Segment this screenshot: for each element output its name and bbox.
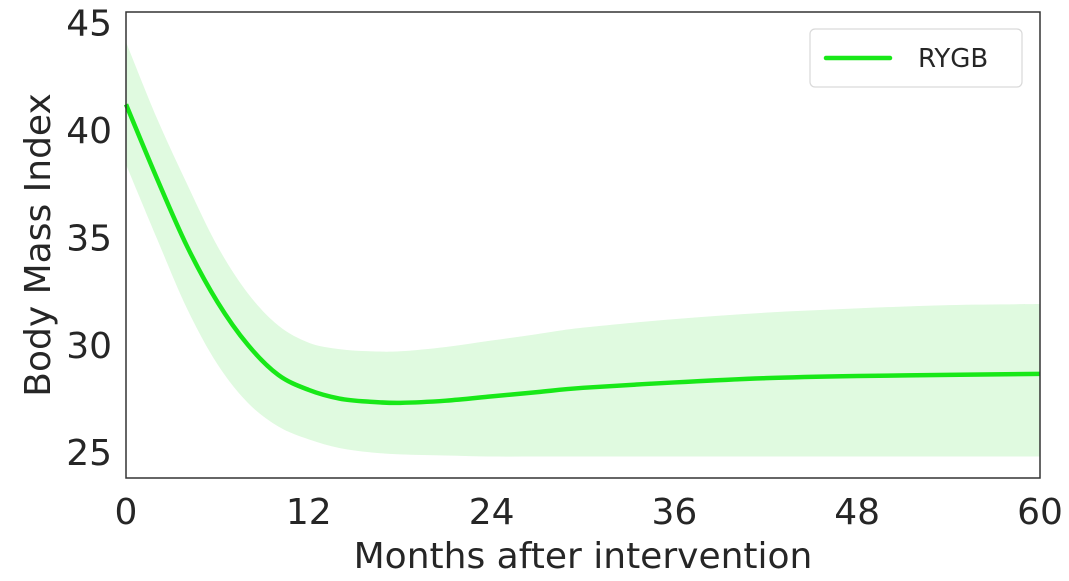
x-tick-label: 36 <box>651 492 697 533</box>
y-tick-label: 45 <box>66 4 112 45</box>
legend-box <box>809 28 1023 88</box>
plot-area <box>123 42 1041 457</box>
x-tick-label: 0 <box>115 492 138 533</box>
y-tick-label: 40 <box>66 111 112 152</box>
x-axis-ticks: 0 12 24 36 48 60 <box>115 492 1063 533</box>
x-tick-label: 48 <box>834 492 880 533</box>
y-tick-label: 25 <box>66 433 112 474</box>
x-tick-label: 60 <box>1017 492 1063 533</box>
plot-frame <box>125 11 1041 479</box>
x-tick-label: 24 <box>469 492 515 533</box>
x-tick-label: 12 <box>286 492 332 533</box>
y-tick-label: 30 <box>66 326 112 367</box>
legend: RYGB <box>809 28 1023 88</box>
y-axis-label: Body Mass Index <box>18 93 59 397</box>
confidence-band-rygb <box>126 42 1040 457</box>
y-tick-label: 35 <box>66 218 112 259</box>
legend-label-rygb: RYGB <box>918 44 988 74</box>
series-line-rygb <box>123 103 1041 406</box>
y-axis-ticks: 25 30 35 40 45 <box>66 4 112 474</box>
x-axis-label: Months after intervention <box>354 536 813 577</box>
